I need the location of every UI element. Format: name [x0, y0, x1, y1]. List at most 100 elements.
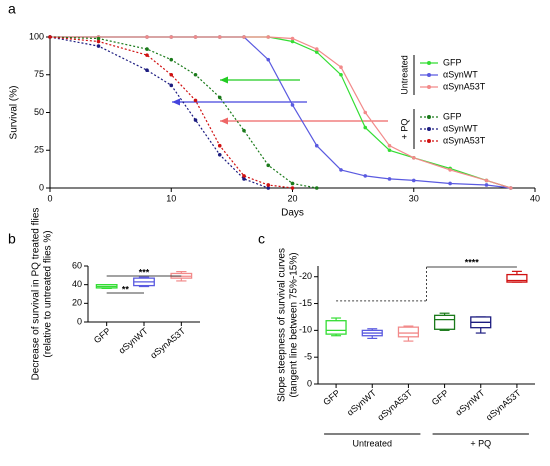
- x-tick-label: αSynWT: [117, 325, 150, 355]
- y-tick-label: -10: [299, 325, 312, 335]
- legend-group-label: + PQ: [399, 119, 409, 140]
- legend-label: αSynWT: [443, 69, 478, 79]
- y-axis-label: (tangent line between 75%-15%): [289, 252, 300, 397]
- legend-marker: [427, 85, 431, 89]
- data-point: [242, 177, 246, 181]
- group-label: + PQ: [470, 438, 491, 448]
- data-point: [266, 186, 271, 190]
- y-tick-label: 0: [307, 378, 312, 388]
- data-point: [448, 181, 452, 186]
- data-point: [290, 186, 295, 190]
- data-point: [217, 143, 222, 148]
- box: [506, 273, 528, 283]
- data-point: [266, 57, 271, 62]
- legend-label: αSynA53T: [443, 81, 486, 91]
- legend-label: αSynWT: [443, 123, 478, 133]
- data-point: [193, 118, 198, 122]
- data-point: [145, 68, 149, 73]
- data-point: [96, 39, 101, 44]
- x-tick-label: αSynA53T: [148, 325, 187, 360]
- data-point: [145, 47, 149, 51]
- y-axis-label: (relative to untreated flies %): [43, 230, 54, 357]
- x-tick-label: αSynA53T: [484, 387, 523, 422]
- x-tick-label: 40: [530, 193, 540, 203]
- panel-label: c: [258, 231, 265, 247]
- data-point: [96, 36, 101, 41]
- data-point: [193, 35, 198, 39]
- data-point: [169, 72, 174, 77]
- x-tick-label: αSynWT: [345, 387, 378, 417]
- legend-label: GFP: [443, 111, 462, 121]
- y-tick-label: 25: [34, 145, 44, 155]
- data-point: [145, 35, 149, 39]
- y-axis-label: Slope steepness of survival curves: [277, 248, 288, 402]
- data-point: [96, 44, 101, 48]
- data-point: [169, 57, 174, 62]
- data-point: [411, 178, 416, 183]
- data-point: [217, 35, 222, 39]
- arrow-head: [220, 117, 228, 125]
- significance-label: ****: [465, 257, 480, 267]
- data-point: [169, 35, 174, 39]
- y-tick-label: 0: [39, 182, 44, 192]
- x-tick-label: 0: [47, 193, 52, 203]
- legend-marker: [427, 139, 431, 143]
- y-tick-label: -20: [299, 271, 312, 281]
- panel-label: b: [8, 231, 16, 247]
- x-tick-label: 30: [409, 193, 419, 203]
- data-point: [242, 35, 246, 39]
- y-tick-label: 40: [72, 279, 82, 289]
- data-point: [448, 168, 452, 172]
- group-label: Untreated: [352, 438, 392, 448]
- data-point: [314, 50, 319, 54]
- data-point: [363, 110, 368, 115]
- data-point: [169, 83, 174, 88]
- y-tick-label: 100: [29, 31, 44, 41]
- data-point: [266, 183, 271, 187]
- x-tick-label: GFP: [92, 326, 113, 346]
- data-point: [290, 39, 295, 44]
- legend-marker: [427, 115, 431, 119]
- data-point: [290, 36, 295, 41]
- data-point: [314, 143, 319, 148]
- legend-marker: [427, 73, 431, 77]
- arrow-head: [172, 98, 180, 106]
- data-point: [387, 143, 392, 148]
- legend-marker: [427, 61, 431, 65]
- panel-label: a: [8, 1, 16, 17]
- legend-marker: [427, 127, 431, 131]
- y-tick-label: 0: [77, 316, 82, 326]
- data-point: [339, 65, 343, 69]
- data-point: [242, 174, 246, 178]
- data-point: [484, 178, 489, 183]
- x-tick-label: αSynA53T: [375, 387, 414, 422]
- y-axis-label: Survival (%): [9, 86, 20, 140]
- data-point: [217, 95, 222, 100]
- x-tick-label: 20: [287, 193, 297, 203]
- data-point: [48, 35, 52, 39]
- box: [397, 326, 420, 338]
- data-point: [290, 181, 295, 186]
- data-point: [145, 53, 149, 57]
- arrow-head: [220, 76, 228, 84]
- y-tick-label: 20: [72, 298, 82, 308]
- data-point: [314, 47, 319, 51]
- data-point: [290, 103, 295, 107]
- y-axis-label: Decrease of survival in PQ treated flies: [31, 208, 42, 381]
- box: [325, 320, 347, 335]
- y-tick-label: 75: [34, 69, 44, 79]
- data-point: [339, 168, 343, 172]
- data-point: [314, 186, 319, 190]
- legend-label: αSynA53T: [443, 135, 486, 145]
- series-line: [50, 36, 511, 189]
- box: [433, 314, 456, 330]
- data-point: [484, 183, 489, 187]
- data-point: [363, 125, 368, 130]
- data-point: [411, 156, 416, 160]
- data-point: [339, 72, 343, 77]
- x-tick-label: GFP: [321, 388, 342, 408]
- data-point: [242, 128, 246, 133]
- data-point: [508, 186, 513, 190]
- x-tick-label: GFP: [430, 388, 451, 408]
